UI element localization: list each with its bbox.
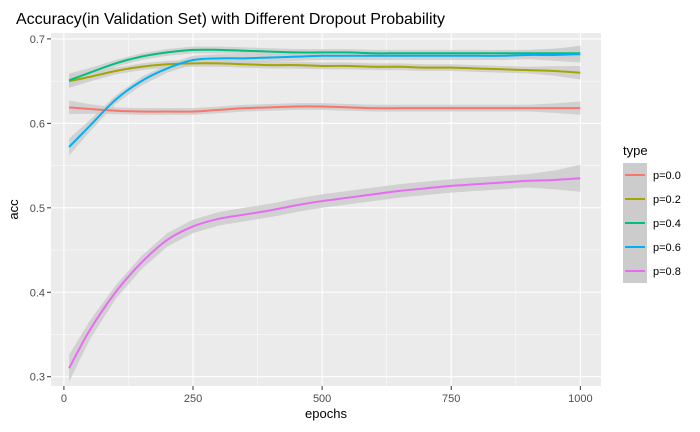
x-tick-label: 0 [61,393,67,405]
y-axis-title: acc [6,199,21,220]
plot-panel [51,33,601,386]
series-line-p-0-6 [68,53,581,148]
legend-label-p-0-8: p=0.8 [653,266,681,278]
y-tick-label: 0.5 [30,203,45,215]
series-line-p-0-4 [68,48,581,82]
series-line-p-0-0 [68,105,581,113]
y-tick-label: 0.7 [30,34,45,46]
series-line-p-0-8 [68,177,581,369]
x-tick-label: 750 [442,393,460,405]
y-tick-label: 0.6 [30,118,45,130]
legend-label-p-0-6: p=0.6 [653,242,681,254]
ribbon-p-0-8 [69,164,581,382]
x-tick-label: 500 [313,393,331,405]
series-line-p-0-2 [68,62,581,83]
ribbon-p-0-6 [69,45,581,156]
legend-label-p-0-4: p=0.4 [653,218,681,230]
legend-label-p-0-0: p=0.0 [653,170,681,182]
y-axis: 0.3 0.4 0.5 0.6 0.7 [30,34,51,384]
y-tick-label: 0.4 [30,287,45,299]
x-axis: 0 250 500 750 1000 [61,386,593,405]
x-tick-label: 250 [184,393,202,405]
x-axis-title: epochs [305,406,347,421]
legend-title: type [623,143,648,158]
chart-title: Accuracy(in Validation Set) with Differe… [16,11,445,28]
y-tick-label: 0.3 [30,372,45,384]
series-lines [68,48,581,369]
legend: type p=0.0 p=0.2 p=0.4 p=0.6 p=0.8 [623,143,681,283]
legend-label-p-0-2: p=0.2 [653,194,681,206]
x-tick-label: 1000 [568,393,592,405]
